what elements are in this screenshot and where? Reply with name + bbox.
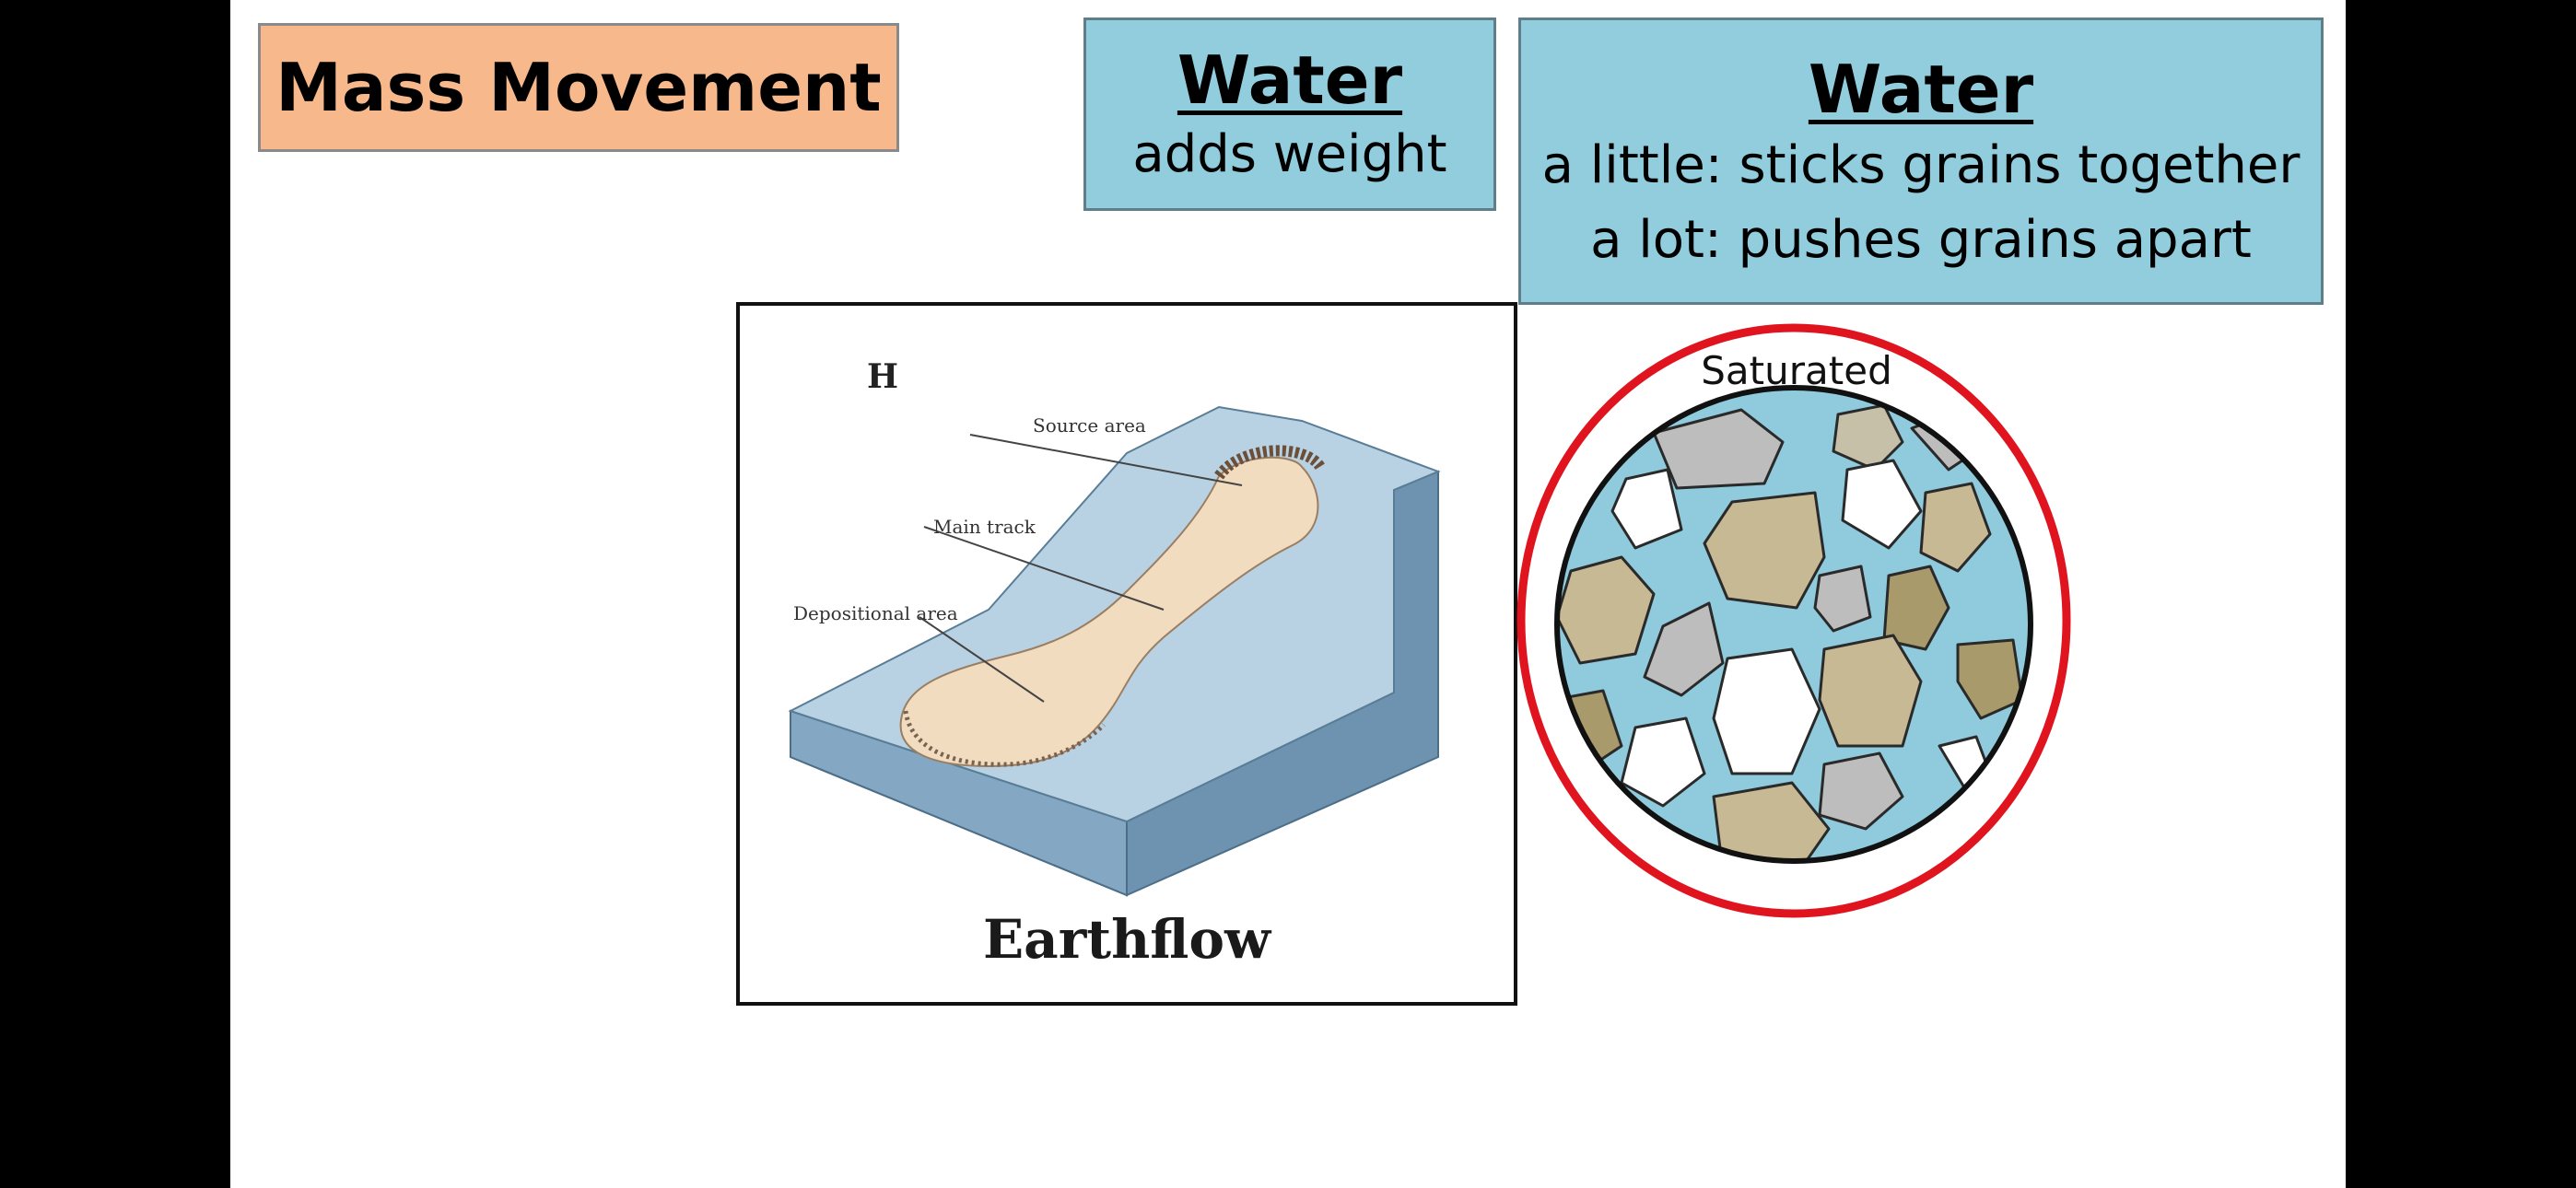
water-weight-text: adds weight xyxy=(1132,123,1447,184)
label-depositional-area: Depositional area xyxy=(793,602,958,624)
water-grains-text-lot: a lot: pushes grains apart xyxy=(1590,209,2252,270)
water-grains-heading: Water xyxy=(1808,51,2034,128)
water-grains-box: Water a little: sticks grains together a… xyxy=(1518,17,2324,305)
title-box: Mass Movement xyxy=(258,23,899,152)
earthflow-figure: H Source area Main track Depositional ar… xyxy=(736,302,1517,1006)
figure-caption: Earthflow xyxy=(982,908,1271,971)
slide-title: Mass Movement xyxy=(275,49,882,126)
earthflow-illustration xyxy=(788,405,1441,897)
saturated-grains-diagram: Saturated xyxy=(1516,313,2087,921)
water-weight-heading: Water xyxy=(1177,41,1403,119)
label-source-area: Source area xyxy=(1033,414,1146,437)
saturated-label: Saturated xyxy=(1701,348,1892,393)
slide: Mass Movement Water adds weight Water a … xyxy=(230,0,2346,1188)
water-weight-box: Water adds weight xyxy=(1083,17,1496,211)
label-main-track: Main track xyxy=(933,516,1036,538)
grain-circle-outline xyxy=(1554,385,2033,864)
grains-illustration xyxy=(1516,323,2071,918)
figure-panel-letter: H xyxy=(867,357,899,396)
red-ring xyxy=(1516,323,2071,918)
water-grains-text-little: a little: sticks grains together xyxy=(1541,134,2301,195)
